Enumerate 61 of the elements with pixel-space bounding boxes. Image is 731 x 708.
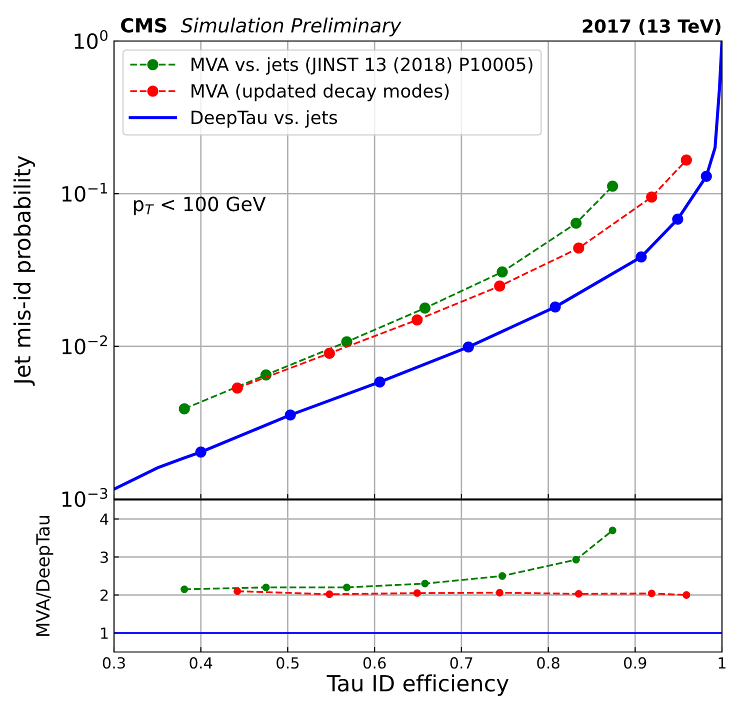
point: [573, 242, 584, 254]
point: [607, 180, 618, 192]
legend-label: DeepTau vs. jets: [192, 110, 338, 128]
y-tick-label: 10$^{−3}$: [62, 488, 108, 508]
point: [648, 590, 656, 598]
point: [496, 588, 504, 597]
y-tick-label: 10$^{0}$: [74, 30, 108, 50]
x-axis-title: Tau ID efficiency: [326, 674, 509, 696]
y-tick-label: 4: [100, 514, 108, 525]
x-tick-label: 0.6: [363, 657, 386, 669]
point: [572, 556, 580, 564]
point: [180, 585, 188, 594]
point: [284, 409, 296, 421]
x-tick-label: 0.5: [276, 657, 299, 669]
chart-subtitle: Simulation Preliminary: [180, 18, 402, 36]
point: [326, 590, 334, 598]
point: [700, 170, 712, 182]
legend-label: MVA vs. jets (JINST 13 (2018) P10005): [192, 57, 532, 75]
point: [646, 192, 658, 203]
y-tick-label: 2: [100, 589, 108, 601]
y-tick-label: 1: [101, 628, 108, 639]
point: [374, 376, 386, 388]
point: [672, 214, 684, 225]
x-tick-label: 0.4: [190, 657, 212, 669]
point: [550, 301, 561, 313]
point: [419, 302, 431, 314]
point: [341, 336, 352, 348]
point: [498, 572, 506, 580]
point: [680, 154, 692, 166]
point: [496, 266, 508, 278]
point: [342, 584, 351, 592]
y-tick-label: 10$^{−2}$: [62, 335, 107, 354]
x-tick-label: 0.7: [450, 657, 472, 669]
text: 2017 (13 TeV): [582, 18, 720, 36]
point: [178, 403, 190, 414]
point: [462, 341, 474, 353]
point: [421, 580, 429, 588]
point: [324, 348, 335, 359]
x-tick-label: 0.9: [624, 657, 646, 669]
annotation: p$_{T}$ < 100 GeV: [134, 196, 266, 216]
point: [195, 446, 206, 458]
point: [574, 590, 583, 598]
chart-title: CMS: [121, 18, 166, 33]
point: [494, 280, 506, 292]
x-tick-label: 1: [718, 657, 726, 668]
point: [608, 526, 616, 534]
legend-label: MVA (updated decay modes): [192, 84, 449, 102]
x-tick-label: 0.8: [537, 657, 560, 669]
point: [570, 218, 582, 229]
x-tick-label: 0.3: [102, 657, 125, 669]
y-axis-title: MVA/DeepTau: [36, 516, 54, 636]
point: [682, 591, 690, 599]
point: [636, 251, 647, 263]
point: [234, 587, 242, 596]
point: [262, 584, 270, 592]
point: [232, 382, 243, 394]
y-axis-title: Jet mis-id probability: [13, 156, 35, 386]
y-tick-label: 3: [100, 551, 108, 564]
y-tick-label: 10$^{−1}$: [62, 182, 108, 202]
point: [412, 314, 423, 326]
point: [413, 589, 421, 597]
